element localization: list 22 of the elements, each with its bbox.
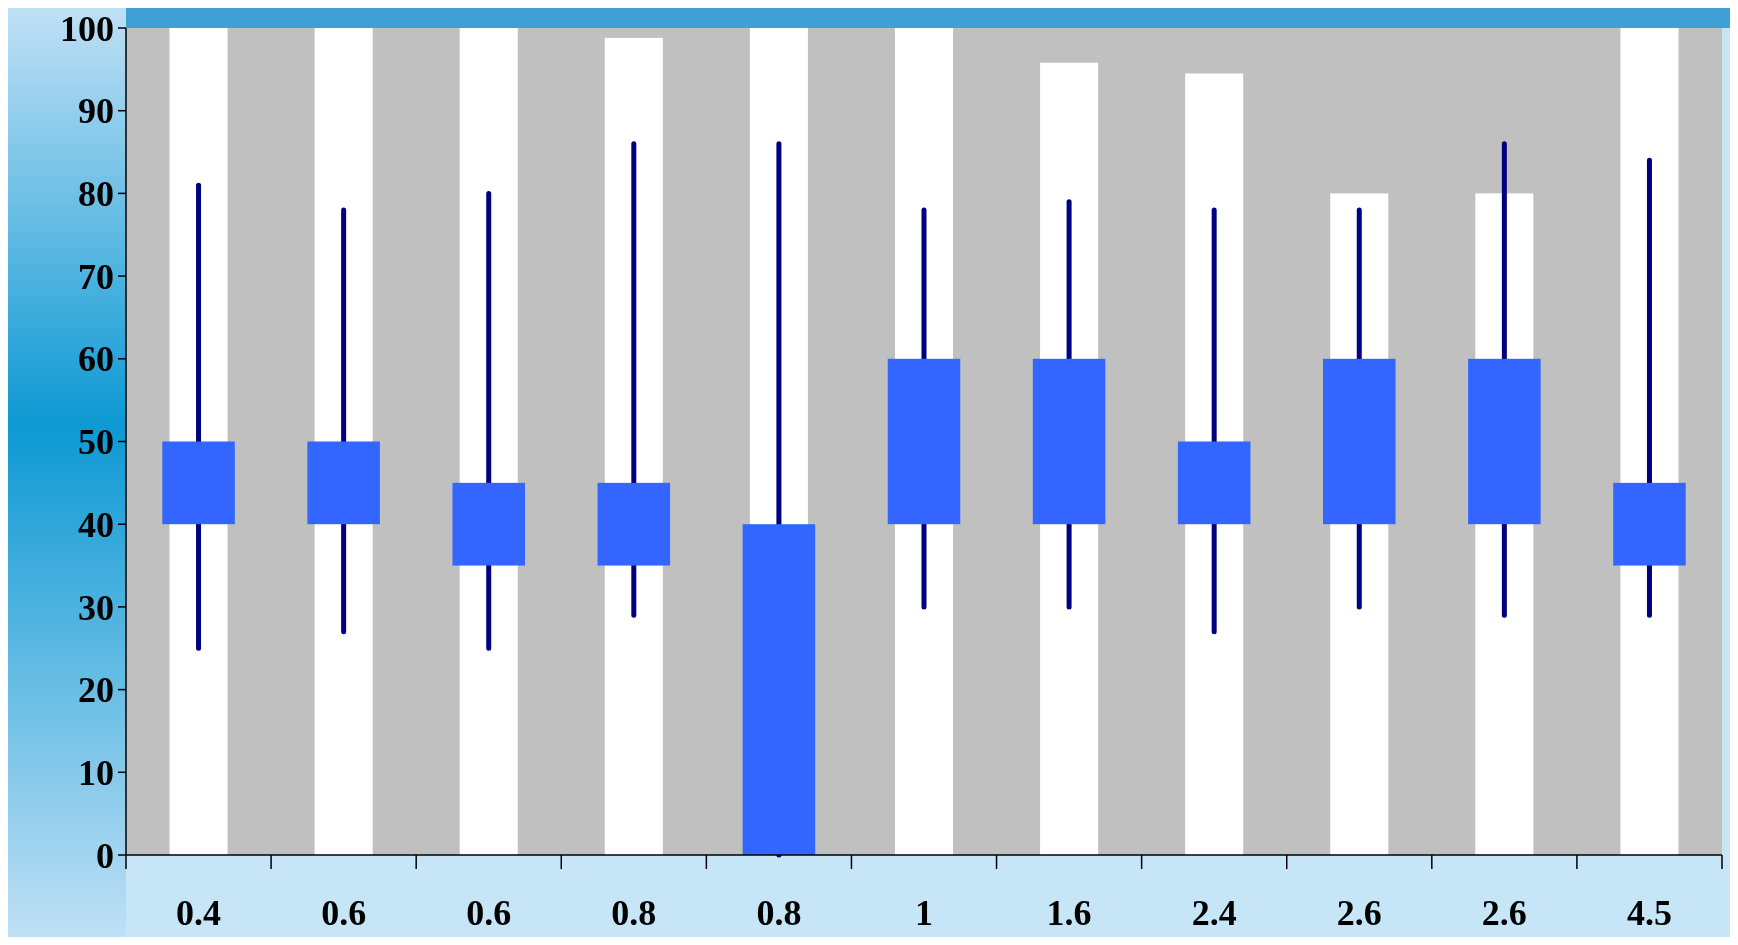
y-tick-label: 50	[78, 422, 114, 463]
y-tick-label: 80	[78, 174, 114, 214]
y-tick-label: 100	[60, 8, 114, 49]
x-tick-label: 2.6	[1481, 893, 1527, 933]
x-tick-label: 0.8	[611, 893, 657, 933]
y-tick-label: 0	[96, 835, 114, 876]
x-tick-label: 0.4	[176, 893, 222, 933]
x-tick-label: 1.6	[1046, 893, 1092, 933]
y-tick-label: 20	[78, 670, 114, 711]
y-tick-label: 10	[78, 752, 114, 793]
y-tick-label: 30	[78, 587, 114, 628]
x-tick-label: 4.5	[1626, 893, 1672, 933]
y-tick-label: 40	[78, 504, 114, 545]
x-tick-label: 0.6	[466, 893, 512, 933]
y-tick-label: 60	[78, 339, 114, 380]
x-tick-label: 2.4	[1191, 893, 1237, 933]
x-tick-label: 1	[915, 893, 933, 933]
x-tick-label: 2.6	[1336, 893, 1382, 933]
y-tick-label: 90	[78, 91, 114, 132]
x-tick-label: 0.6	[321, 893, 367, 933]
x-tick-label: 0.8	[756, 893, 802, 933]
y-tick-label: 70	[78, 256, 114, 297]
